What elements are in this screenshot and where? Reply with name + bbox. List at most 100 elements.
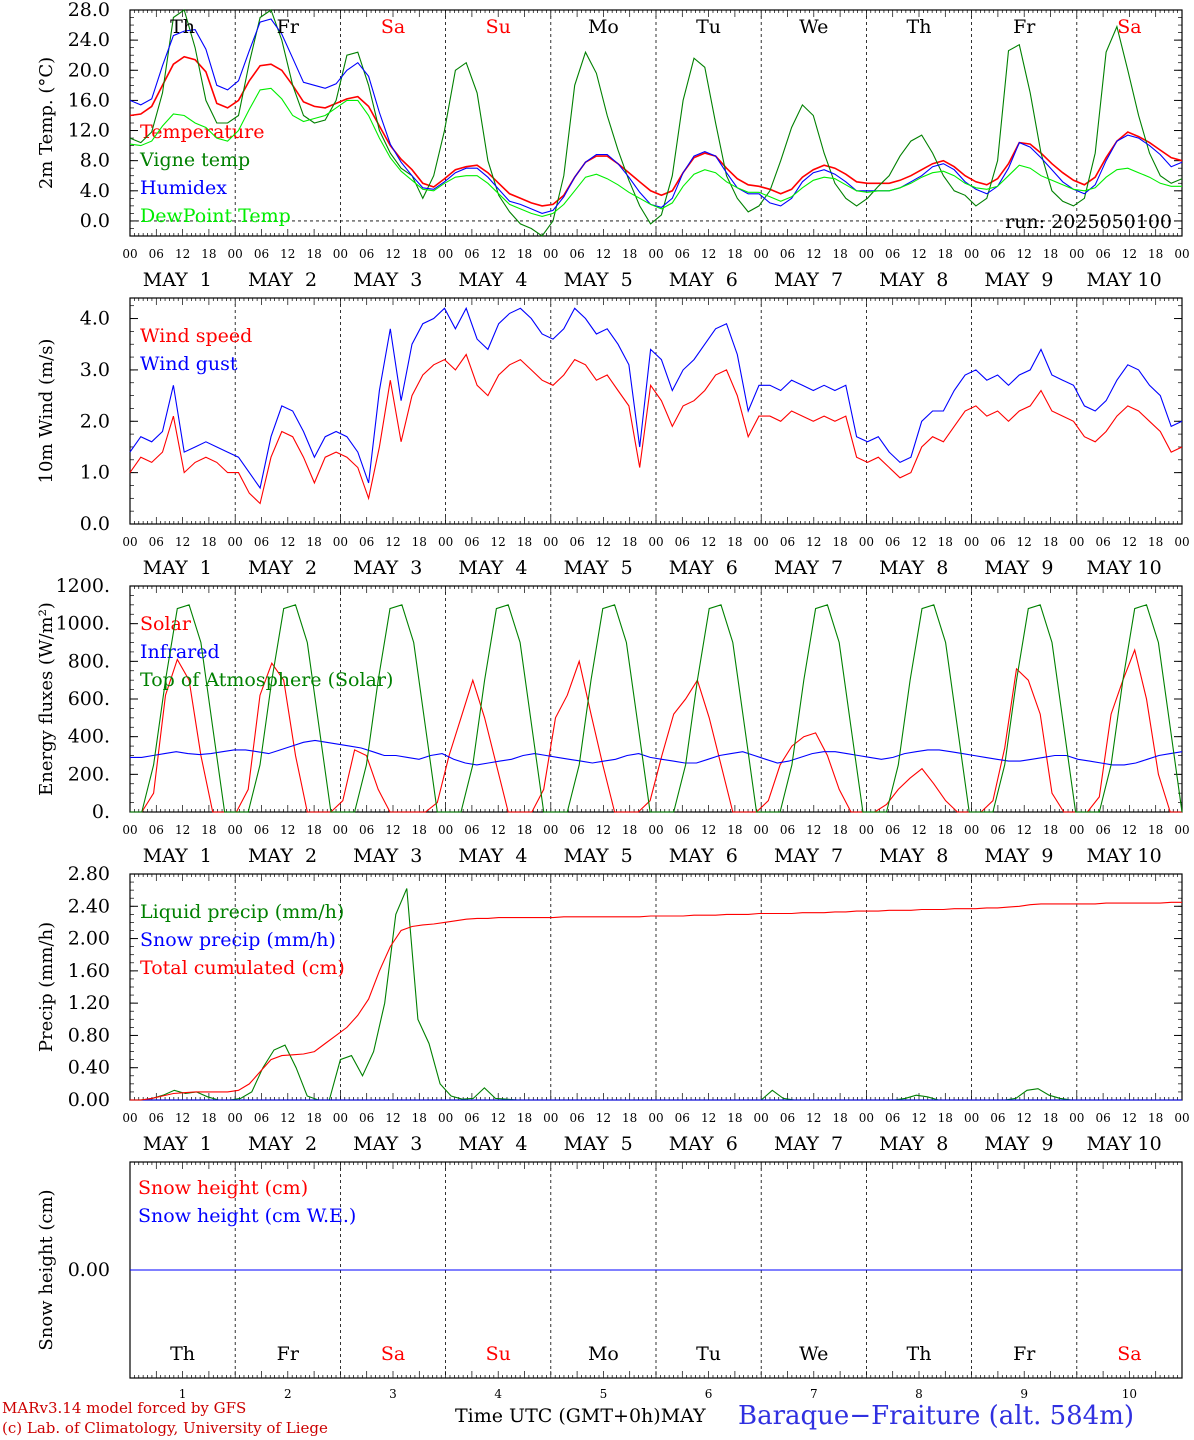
- y-tick-label: 200.: [68, 763, 110, 785]
- date-label: MAY 8: [879, 1133, 948, 1155]
- hour-label: 18: [1148, 247, 1163, 261]
- series-line: [130, 901, 1182, 1101]
- hour-label: 18: [201, 535, 216, 549]
- hour-label: 00: [648, 535, 663, 549]
- hour-label: 06: [990, 535, 1005, 549]
- hour-label: 12: [280, 823, 295, 837]
- hour-label: 12: [175, 535, 190, 549]
- series-line: [129, 87, 1182, 217]
- y-tick-label: 2.80: [68, 863, 110, 885]
- date-label: MAY 10: [1087, 269, 1162, 291]
- hour-label: 12: [491, 535, 506, 549]
- y-axis-label: Precip (mm/h): [36, 922, 57, 1052]
- hour-label: 00: [543, 535, 558, 549]
- day-label: Sa: [381, 16, 405, 38]
- hour-label: 12: [1017, 1111, 1032, 1125]
- hour-label: 18: [1148, 535, 1163, 549]
- hour-label: 06: [1095, 823, 1110, 837]
- hour-label: 12: [806, 247, 821, 261]
- hour-label: 00: [228, 823, 243, 837]
- hour-label: 00: [1069, 247, 1084, 261]
- day-number: 9: [1020, 1387, 1028, 1401]
- hour-label: 06: [569, 823, 584, 837]
- hour-label: 06: [885, 823, 900, 837]
- y-tick-label: 1200.: [56, 575, 110, 597]
- date-label: MAY 4: [458, 269, 527, 291]
- hour-label: 18: [201, 247, 216, 261]
- legend-entry: Wind gust: [140, 353, 238, 375]
- footer-model: MARv3.14 model forced by GFS: [2, 1399, 247, 1417]
- date-label: MAY 4: [458, 557, 527, 579]
- hour-label: 12: [280, 535, 295, 549]
- hour-label: 00: [754, 1111, 769, 1125]
- date-label: MAY 3: [353, 1133, 422, 1155]
- date-label: MAY 4: [458, 1133, 527, 1155]
- date-label: MAY 1: [143, 1133, 212, 1155]
- day-label: We: [799, 16, 828, 38]
- panel-1: 0.0 4.0 8.0 12.0 16.0 20.0 24.0 28.0 2m Temp. (°…: [36, 0, 1190, 291]
- hour-label: 12: [280, 247, 295, 261]
- hour-label: 12: [911, 535, 926, 549]
- y-tick-label: 2.40: [68, 895, 110, 917]
- hour-label: 06: [149, 823, 164, 837]
- month-label: MAY: [660, 1405, 706, 1427]
- hour-label: 12: [1122, 535, 1137, 549]
- y-tick-label: 12.0: [68, 120, 110, 142]
- hour-label: 12: [1017, 535, 1032, 549]
- hour-label: 18: [412, 535, 427, 549]
- date-label: MAY 1: [143, 269, 212, 291]
- hour-label: 06: [885, 247, 900, 261]
- hour-label: 12: [175, 823, 190, 837]
- y-tick-label: 0.0: [80, 513, 110, 535]
- hour-label: 06: [254, 535, 269, 549]
- hour-label: 00: [754, 247, 769, 261]
- legend-entry: Solar: [140, 613, 192, 635]
- hour-label: 06: [359, 535, 374, 549]
- legend-entry: Vigne temp: [139, 149, 250, 171]
- legend-entry: Snow height (cm W.E.): [138, 1205, 356, 1227]
- date-label: MAY 7: [774, 269, 843, 291]
- hour-label: 00: [1174, 247, 1189, 261]
- hour-label: 06: [254, 823, 269, 837]
- hour-label: 18: [412, 823, 427, 837]
- y-tick-label: 0.40: [68, 1057, 110, 1079]
- hour-label: 18: [306, 823, 321, 837]
- hour-label: 12: [806, 1111, 821, 1125]
- y-tick-label: 800.: [68, 650, 110, 672]
- hour-label: 06: [149, 535, 164, 549]
- hour-label: 12: [701, 1111, 716, 1125]
- hour-label: 18: [832, 535, 847, 549]
- hour-label: 18: [306, 1111, 321, 1125]
- footer-lab: (c) Lab. of Climatology, University of L…: [2, 1419, 328, 1437]
- y-tick-label: 1.60: [68, 960, 110, 982]
- y-tick-label: 0.: [92, 801, 110, 823]
- hour-label: 00: [754, 823, 769, 837]
- date-label: MAY 6: [669, 557, 738, 579]
- day-label: Th: [907, 16, 932, 38]
- day-label: Mo: [588, 1343, 619, 1365]
- hour-label: 12: [491, 1111, 506, 1125]
- hour-label: 00: [1069, 535, 1084, 549]
- y-tick-label: 16.0: [68, 89, 110, 111]
- hour-label: 06: [254, 247, 269, 261]
- y-axis-label: Snow height (cm): [36, 1189, 57, 1350]
- hour-label: 00: [964, 247, 979, 261]
- date-label: MAY 9: [984, 1133, 1053, 1155]
- hour-label: 18: [1043, 1111, 1058, 1125]
- date-label: MAY 3: [353, 845, 422, 867]
- day-number: 2: [284, 1387, 292, 1401]
- hour-label: 18: [727, 1111, 742, 1125]
- hour-label: 12: [175, 1111, 190, 1125]
- hour-label: 18: [306, 535, 321, 549]
- series-line: [130, 648, 1182, 813]
- hour-label: 00: [1174, 1111, 1189, 1125]
- hour-label: 18: [1043, 247, 1058, 261]
- y-tick-label: 2.00: [68, 928, 110, 950]
- day-number: 1: [179, 1387, 187, 1401]
- legend-entry: Total cumulated (cm): [140, 957, 345, 979]
- day-label: Fr: [277, 16, 300, 38]
- hour-label: 06: [780, 823, 795, 837]
- day-label: Fr: [1013, 16, 1036, 38]
- hour-label: 00: [859, 247, 874, 261]
- hour-label: 00: [438, 823, 453, 837]
